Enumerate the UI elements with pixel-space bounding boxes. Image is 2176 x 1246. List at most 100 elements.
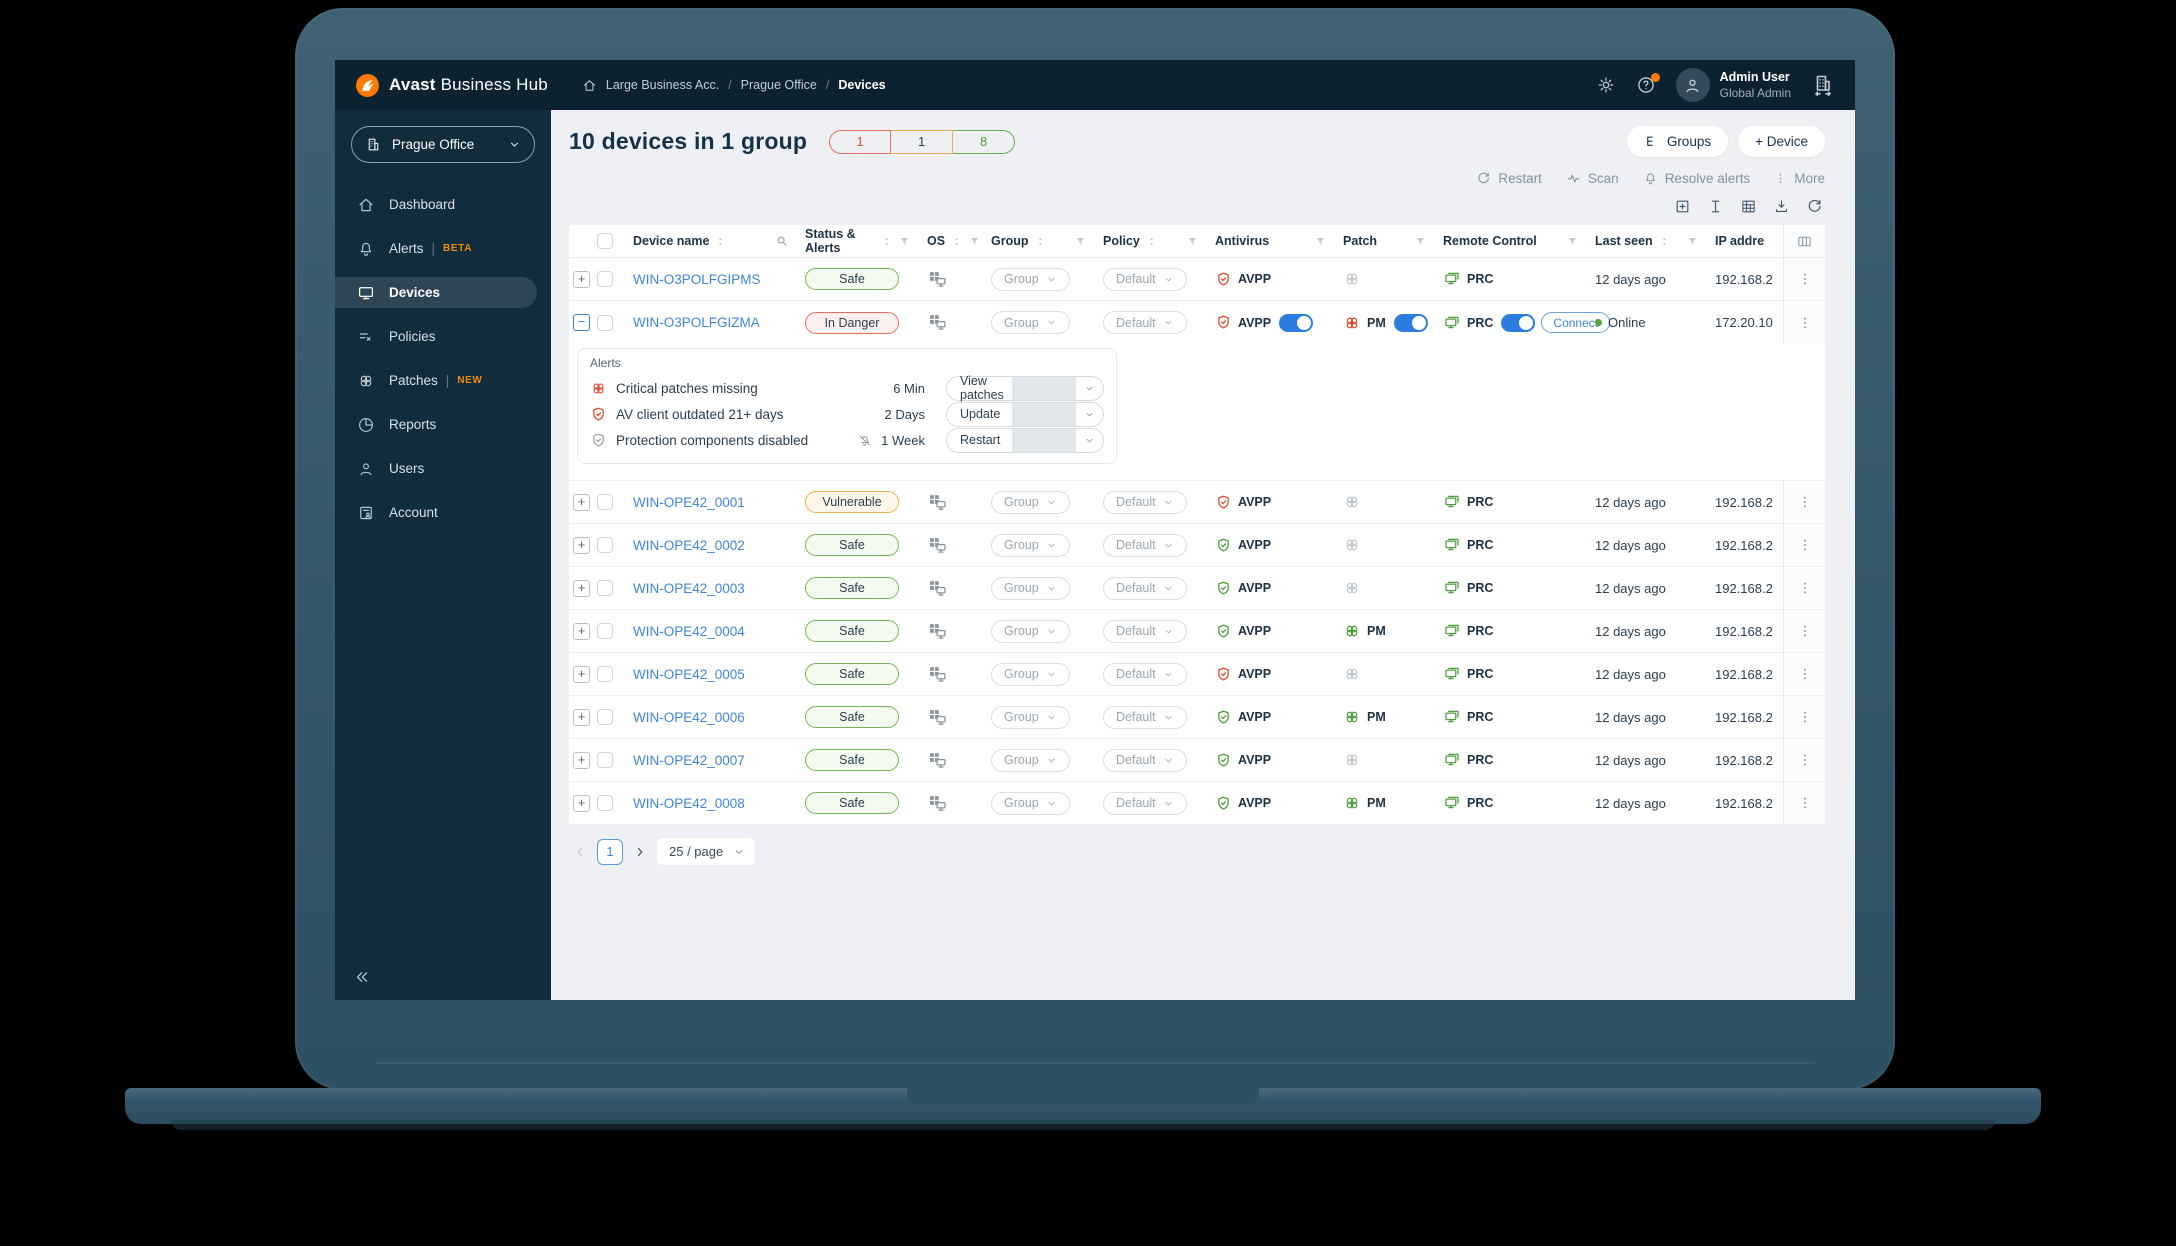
- row-menu-kebab-icon[interactable]: [1797, 580, 1813, 596]
- sidebar-item-alerts[interactable]: Alerts | BETA: [335, 233, 551, 264]
- policy-select[interactable]: Default: [1103, 619, 1187, 643]
- group-select[interactable]: Group: [991, 748, 1070, 772]
- device-name-link[interactable]: WIN-O3POLFGIPMS: [633, 271, 761, 287]
- sidebar-collapse-icon[interactable]: [353, 968, 371, 986]
- device-name-link[interactable]: WIN-OPE42_0001: [633, 494, 745, 510]
- sidebar-item-reports[interactable]: Reports: [335, 409, 551, 440]
- device-name-link[interactable]: WIN-OPE42_0007: [633, 752, 745, 768]
- view-patches-button[interactable]: View patches: [946, 374, 1104, 402]
- column-header-group[interactable]: Group: [991, 234, 1103, 248]
- policy-select[interactable]: Default: [1103, 791, 1187, 815]
- home-icon[interactable]: [582, 78, 597, 93]
- settings-gear-icon[interactable]: [1596, 75, 1616, 95]
- chevron-down-icon[interactable]: [1084, 409, 1095, 420]
- filter-icon[interactable]: [1414, 235, 1427, 248]
- collapse-button[interactable]: −: [573, 314, 590, 331]
- restart-action[interactable]: Restart: [1476, 171, 1542, 186]
- sidebar-item-users[interactable]: Users: [335, 453, 551, 484]
- device-name-link[interactable]: WIN-O3POLFGIZMA: [633, 315, 760, 330]
- safe-count[interactable]: 8: [953, 129, 1016, 154]
- row-height-icon[interactable]: [1707, 198, 1724, 215]
- chevron-down-icon[interactable]: [1084, 383, 1095, 394]
- expand-button[interactable]: +: [573, 622, 590, 640]
- policy-select[interactable]: Default: [1103, 490, 1187, 514]
- breadcrumb-site[interactable]: Prague Office: [740, 78, 817, 92]
- connect-button[interactable]: Connect: [1541, 312, 1611, 333]
- remote-control-toggle[interactable]: [1501, 313, 1536, 332]
- add-device-button[interactable]: + Device: [1738, 126, 1825, 157]
- more-action[interactable]: More: [1774, 171, 1825, 186]
- row-menu-kebab-icon[interactable]: [1797, 315, 1813, 331]
- policy-select[interactable]: Default: [1103, 311, 1187, 334]
- page-size-select[interactable]: 25 / page: [657, 838, 756, 865]
- warning-count[interactable]: 1: [891, 129, 954, 154]
- table-view-icon[interactable]: [1740, 198, 1757, 215]
- group-select[interactable]: Group: [991, 705, 1070, 729]
- sidebar-item-dashboard[interactable]: Dashboard: [335, 189, 551, 220]
- expand-button[interactable]: +: [573, 665, 590, 683]
- scan-action[interactable]: Scan: [1566, 171, 1619, 186]
- row-menu-kebab-icon[interactable]: [1797, 271, 1813, 287]
- policy-select[interactable]: Default: [1103, 533, 1187, 557]
- sidebar-item-account[interactable]: Account: [335, 497, 551, 528]
- sidebar-item-patches[interactable]: Patches | NEW: [335, 365, 551, 396]
- row-menu-kebab-icon[interactable]: [1797, 494, 1813, 510]
- policy-select[interactable]: Default: [1103, 662, 1187, 686]
- expand-all-icon[interactable]: [1674, 198, 1691, 215]
- page-number-button[interactable]: 1: [597, 838, 623, 865]
- row-checkbox[interactable]: [597, 537, 613, 553]
- column-settings-rail[interactable]: [1783, 225, 1825, 257]
- column-header-device-name[interactable]: Device name: [633, 234, 805, 248]
- filter-icon[interactable]: [968, 235, 981, 248]
- filter-icon[interactable]: [1566, 235, 1579, 248]
- sort-icon[interactable]: [714, 235, 727, 248]
- expand-button[interactable]: +: [573, 751, 590, 769]
- group-select[interactable]: Group: [991, 791, 1070, 815]
- columns-icon[interactable]: [1796, 233, 1813, 250]
- sort-icon[interactable]: [1658, 235, 1671, 248]
- expand-button[interactable]: +: [573, 493, 590, 511]
- device-name-link[interactable]: WIN-OPE42_0003: [633, 580, 745, 596]
- filter-icon[interactable]: [1186, 235, 1199, 248]
- download-icon[interactable]: [1773, 198, 1790, 215]
- sort-icon[interactable]: [880, 235, 893, 248]
- row-checkbox[interactable]: [597, 752, 613, 768]
- group-select[interactable]: Group: [991, 662, 1070, 686]
- row-checkbox[interactable]: [597, 494, 613, 510]
- row-menu-kebab-icon[interactable]: [1797, 795, 1813, 811]
- group-select[interactable]: Group: [991, 311, 1070, 334]
- column-header-status[interactable]: Status & Alerts: [805, 227, 927, 255]
- group-select[interactable]: Group: [991, 267, 1070, 291]
- row-checkbox[interactable]: [597, 580, 613, 596]
- group-select[interactable]: Group: [991, 490, 1070, 514]
- filter-icon[interactable]: [1074, 235, 1087, 248]
- refresh-table-icon[interactable]: [1806, 198, 1823, 215]
- avatar[interactable]: [1675, 68, 1710, 102]
- column-header-ip-address[interactable]: IP addre: [1715, 234, 1765, 248]
- danger-count[interactable]: 1: [829, 129, 892, 154]
- policy-select[interactable]: Default: [1103, 705, 1187, 729]
- chevron-down-icon[interactable]: [1084, 435, 1095, 446]
- breadcrumb-account[interactable]: Large Business Acc.: [605, 78, 720, 92]
- search-icon[interactable]: [775, 234, 789, 248]
- expand-button[interactable]: +: [573, 270, 590, 288]
- policy-select[interactable]: Default: [1103, 576, 1187, 600]
- group-select[interactable]: Group: [991, 619, 1070, 643]
- row-checkbox[interactable]: [597, 666, 613, 682]
- restart-button[interactable]: Restart: [946, 427, 1104, 453]
- column-header-last-seen[interactable]: Last seen: [1595, 234, 1715, 248]
- row-menu-kebab-icon[interactable]: [1797, 709, 1813, 725]
- row-checkbox[interactable]: [597, 709, 613, 725]
- sort-icon[interactable]: [950, 235, 963, 248]
- device-name-link[interactable]: WIN-OPE42_0004: [633, 623, 745, 639]
- group-select[interactable]: Group: [991, 533, 1070, 557]
- help-button[interactable]: [1636, 73, 1660, 95]
- column-header-policy[interactable]: Policy: [1103, 234, 1215, 248]
- company-switcher-icon[interactable]: [1811, 73, 1835, 97]
- prev-page-icon[interactable]: [573, 845, 587, 859]
- policy-select[interactable]: Default: [1103, 748, 1187, 772]
- sort-icon[interactable]: [1034, 235, 1047, 248]
- expand-button[interactable]: +: [573, 794, 590, 812]
- device-name-link[interactable]: WIN-OPE42_0006: [633, 709, 745, 725]
- row-menu-kebab-icon[interactable]: [1797, 623, 1813, 639]
